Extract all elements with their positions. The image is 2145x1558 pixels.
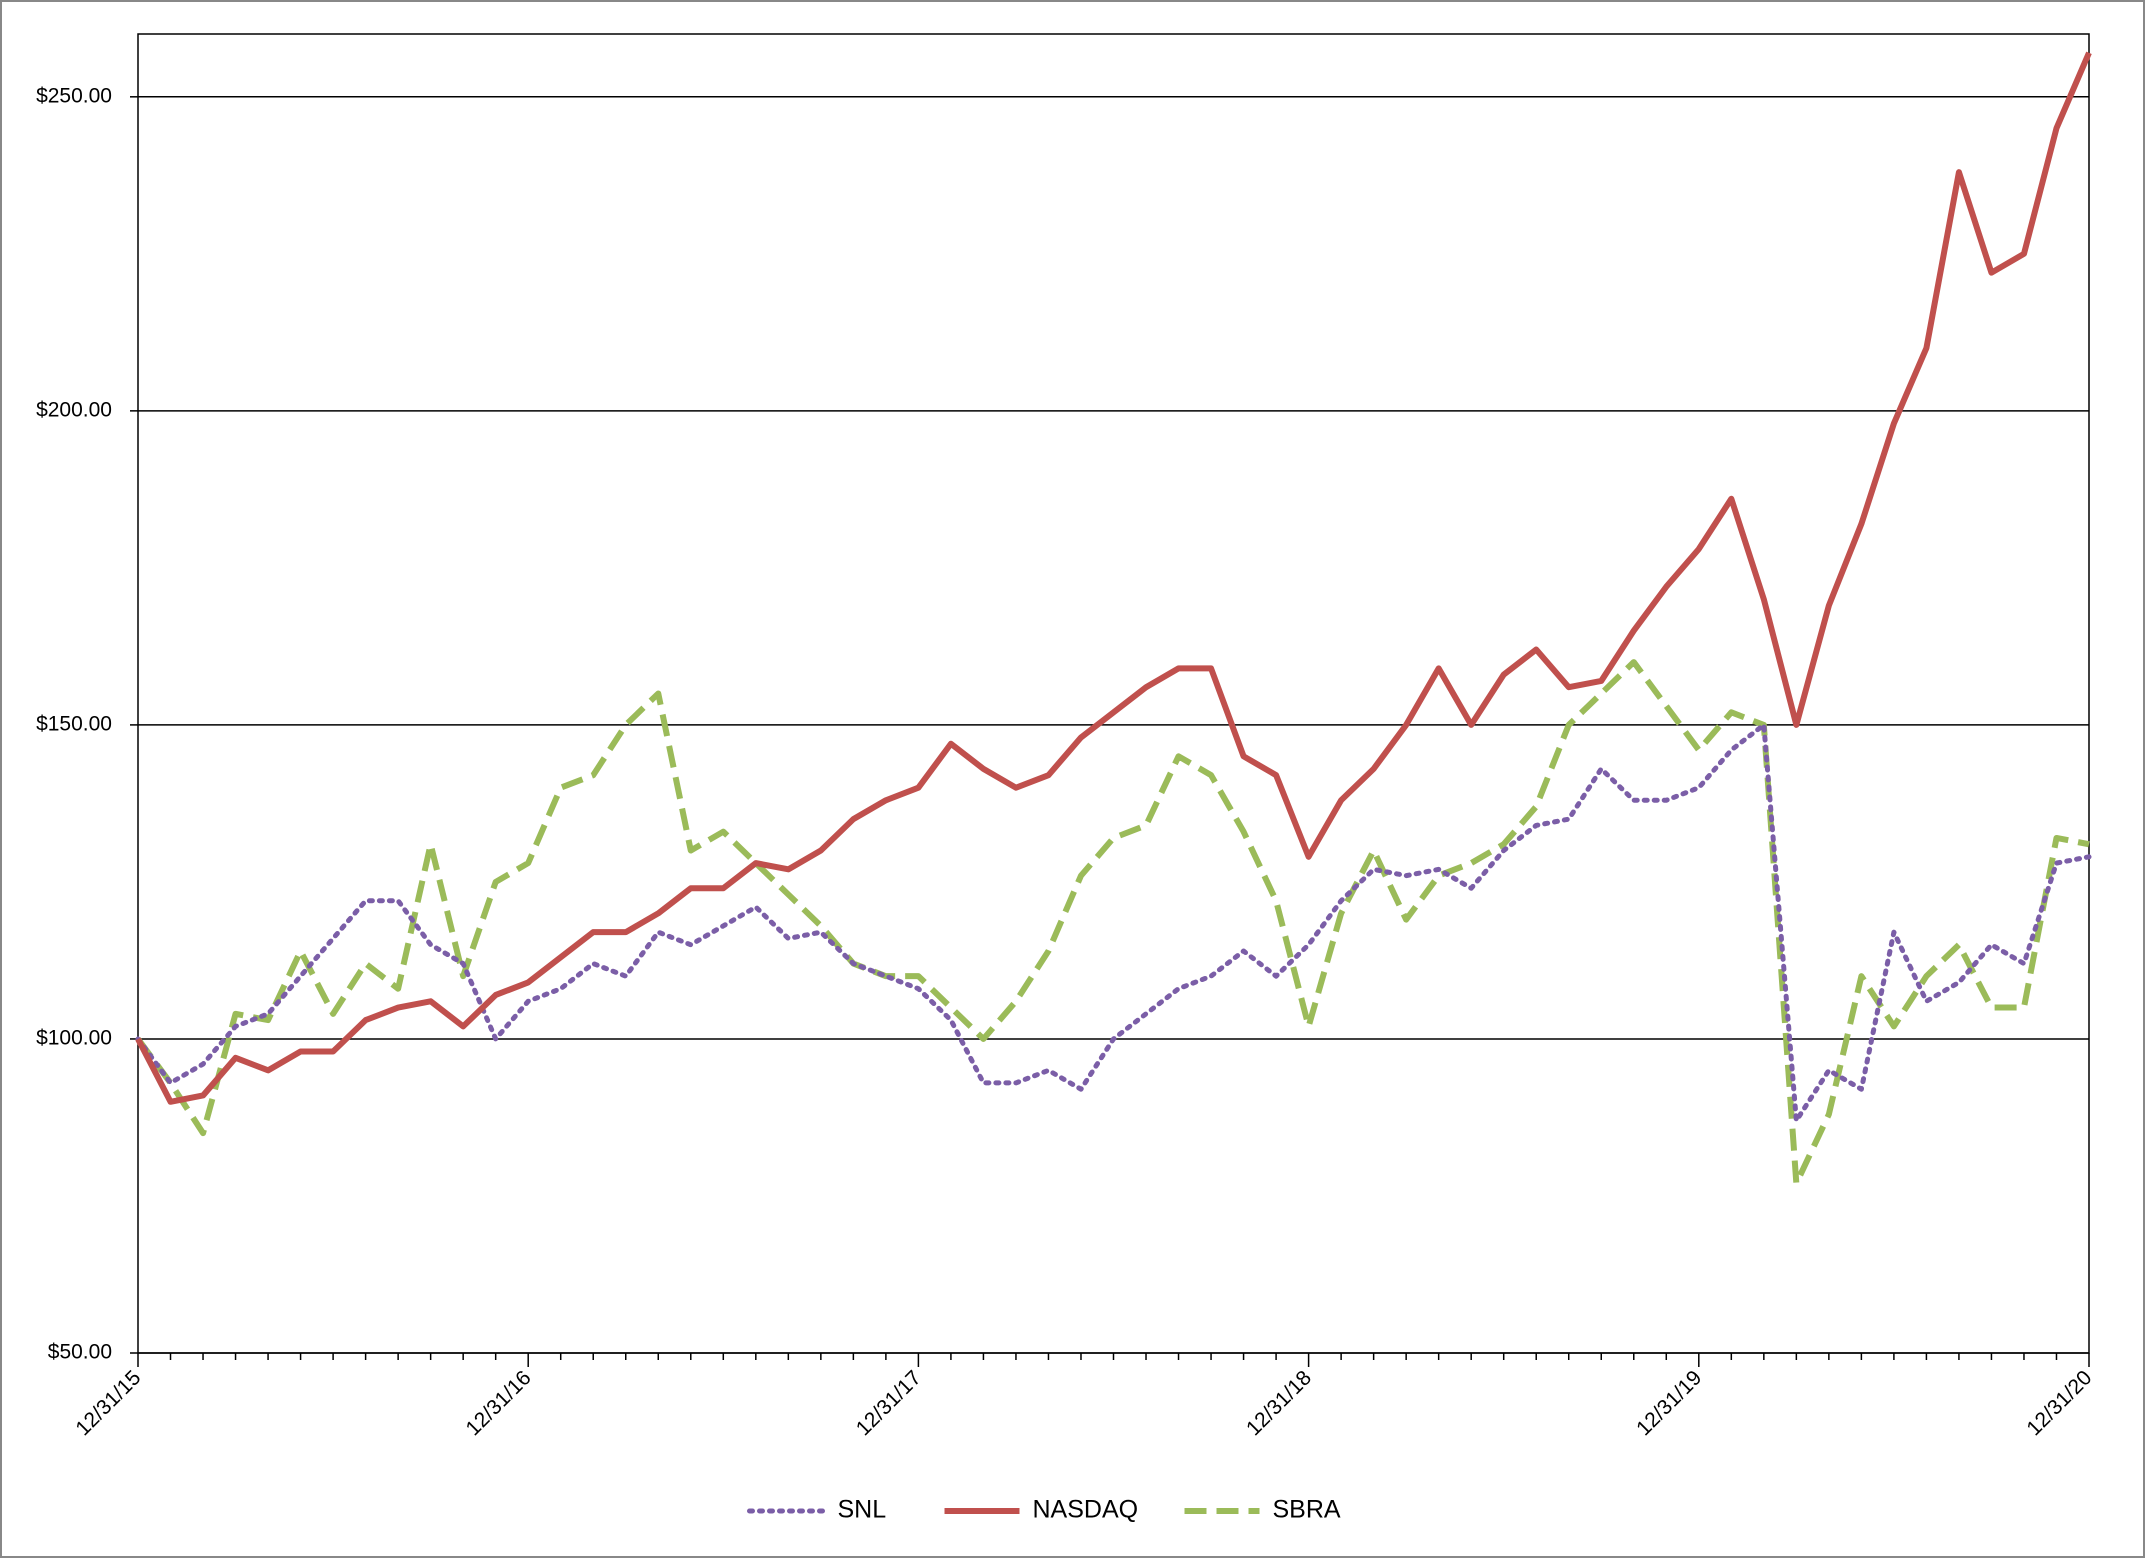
legend-label: SNL <box>838 1496 887 1524</box>
legend-label: NASDAQ <box>1033 1496 1139 1524</box>
y-tick-label: $100.00 <box>36 1026 112 1049</box>
legend-label: SBRA <box>1273 1496 1341 1524</box>
series-line <box>135 51 2092 1105</box>
series-line <box>135 722 2092 1124</box>
y-tick-label: $200.00 <box>36 398 112 421</box>
y-tick-label: $50.00 <box>48 1341 112 1364</box>
y-tick-label: $250.00 <box>36 84 112 107</box>
y-tick-label: $150.00 <box>36 712 112 735</box>
